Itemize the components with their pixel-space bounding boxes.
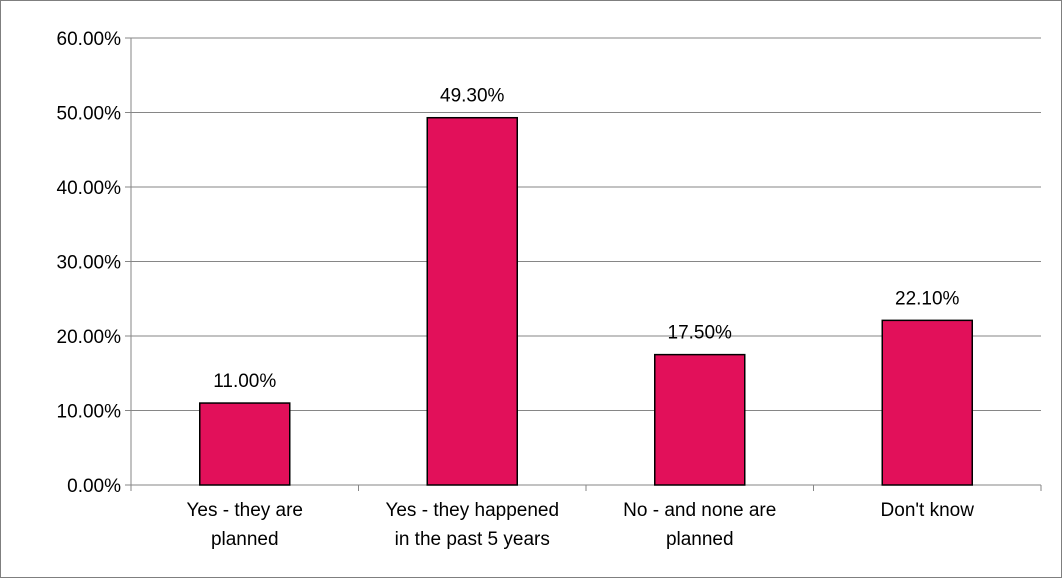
y-tick-label: 40.00% [57,178,122,199]
x-category-label: Yes - they happened [385,500,559,521]
labels: 0.00% 10.00% 20.00% 30.00% 40.00% 50.00% 60.00… [57,29,975,550]
data-label: 17.50% [668,323,733,344]
bar [426,116,518,486]
data-label: 22.10% [895,288,960,309]
x-category-label: Don't know [881,500,975,521]
y-tick-label: 60.00% [57,29,122,50]
y-tick-label: 50.00% [57,104,122,125]
data-label: 49.30% [440,86,505,107]
data-label: 11.00% [213,371,276,392]
bar [654,353,746,486]
bar [199,402,291,486]
x-category-label: planned [211,529,279,550]
bars [199,116,973,486]
bar [881,319,973,486]
y-tick-label: 20.00% [57,327,122,348]
x-category-label: No - and none are [623,500,776,521]
x-category-label: Yes - they are [186,500,303,521]
y-tick-label: 0.00% [67,476,121,497]
x-category-label: planned [666,529,734,550]
x-category-label: in the past 5 years [395,529,550,550]
y-tick-label: 30.00% [57,253,122,274]
y-tick-label: 10.00% [57,402,122,423]
